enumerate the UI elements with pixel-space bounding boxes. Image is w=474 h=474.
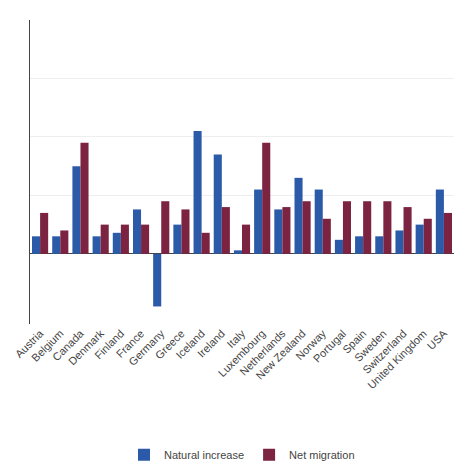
svg-text:France: France bbox=[114, 327, 147, 360]
svg-text:Germany: Germany bbox=[126, 327, 167, 368]
svg-text:Luxembourg: Luxembourg bbox=[216, 327, 268, 379]
svg-text:United Kingdom: United Kingdom bbox=[365, 327, 429, 391]
svg-text:Iceland: Iceland bbox=[173, 327, 207, 361]
svg-text:Canada: Canada bbox=[50, 327, 86, 363]
svg-text:Net migration: Net migration bbox=[289, 449, 354, 461]
svg-text:Sweden: Sweden bbox=[352, 327, 389, 364]
svg-text:Italy: Italy bbox=[225, 327, 248, 350]
svg-text:Finland: Finland bbox=[92, 327, 126, 361]
svg-text:Greece: Greece bbox=[153, 327, 187, 361]
svg-text:Netherlands: Netherlands bbox=[237, 327, 288, 378]
svg-text:Spain: Spain bbox=[340, 327, 368, 355]
svg-text:Belgium: Belgium bbox=[29, 327, 66, 364]
svg-text:New Zealand: New Zealand bbox=[254, 327, 308, 381]
svg-text:Natural increase: Natural increase bbox=[164, 449, 244, 461]
svg-text:Portugal: Portugal bbox=[311, 327, 348, 364]
svg-text:Ireland: Ireland bbox=[195, 327, 227, 359]
svg-text:Denmark: Denmark bbox=[66, 327, 106, 367]
svg-text:Austria: Austria bbox=[13, 327, 46, 360]
svg-text:USA: USA bbox=[425, 327, 450, 352]
svg-text:Switzerland: Switzerland bbox=[360, 327, 409, 376]
svg-text:Norway: Norway bbox=[293, 327, 328, 362]
